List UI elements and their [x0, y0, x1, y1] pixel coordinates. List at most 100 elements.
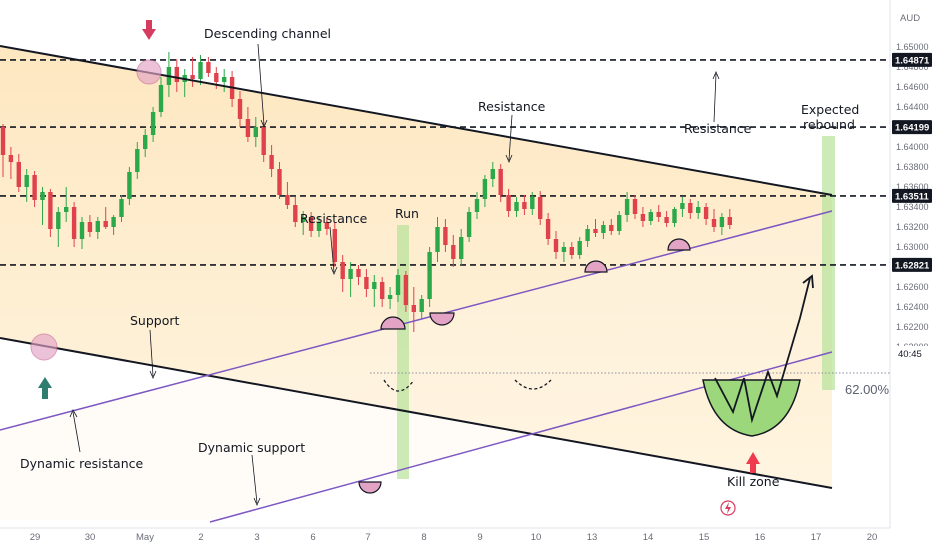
label-dynamic-resistance: Dynamic resistance	[20, 456, 144, 471]
candle-body-10	[79, 222, 85, 239]
candle-body-36	[285, 195, 290, 205]
time-label-3: 2	[198, 532, 203, 543]
candle-body-86	[680, 203, 685, 209]
fib-level-label: 62.00%	[845, 382, 890, 397]
label-dynamic-support: Dynamic support	[198, 440, 305, 455]
price-tick-2: 1.64600	[896, 82, 929, 92]
level-tag-text-3: 1.62821	[895, 260, 930, 271]
level-tag-0	[892, 52, 932, 67]
candle-body-18	[143, 135, 148, 149]
candle-body-72	[569, 247, 574, 255]
time-label-11: 14	[643, 532, 654, 543]
candle-body-45	[356, 269, 361, 277]
time-label-10: 13	[587, 532, 598, 543]
candle-body-22	[174, 67, 179, 82]
label-resistance-3: Resistance	[300, 211, 368, 226]
candle-body-42	[332, 229, 337, 262]
candle-body-20	[158, 85, 164, 112]
candle-body-59	[466, 212, 472, 237]
candle-body-39	[308, 217, 314, 231]
price-tick-3: 1.64400	[896, 102, 929, 112]
candle-body-89	[703, 207, 709, 219]
time-label-15: 20	[867, 532, 878, 543]
time-label-6: 7	[365, 532, 370, 543]
bottom-highlight-circle	[30, 333, 58, 361]
candle-body-34	[269, 155, 274, 169]
current-price-tag: 40:45	[892, 346, 932, 360]
label-resistance-2: Resistance	[684, 121, 752, 136]
candle-body-56	[443, 227, 448, 245]
candle-body-5	[40, 192, 45, 200]
descending-channel-band	[0, 46, 832, 488]
candle-body-69	[545, 219, 551, 239]
candle-body-28	[222, 77, 227, 82]
candle-body-66	[522, 202, 527, 209]
price-tick-0: 1.65000	[896, 42, 929, 52]
candle-body-48	[380, 282, 385, 299]
candle-body-25	[198, 62, 203, 79]
pointer-lines	[69, 43, 720, 507]
time-label-5: 6	[310, 532, 315, 543]
candle-body-80	[632, 199, 638, 214]
candle-body-15	[119, 199, 124, 217]
price-tick-10: 1.62600	[896, 282, 929, 292]
candle-body-32	[253, 127, 258, 137]
projected-path	[714, 277, 811, 424]
time-label-7: 8	[421, 532, 426, 543]
projected-path-arrowhead	[802, 274, 814, 289]
time-label-0: 29	[30, 532, 41, 543]
price-axis	[890, 0, 932, 550]
candle-body-6	[48, 192, 53, 229]
candle-body-92	[727, 217, 732, 225]
candle-body-71	[561, 247, 567, 252]
candle-body-1	[8, 155, 14, 162]
candle-body-55	[435, 227, 440, 252]
time-label-2: May	[136, 532, 154, 543]
candle-body-78	[617, 215, 622, 231]
candle-body-65	[514, 202, 519, 211]
candle-body-24	[190, 75, 195, 79]
kill-zone-up-arrow	[746, 452, 760, 473]
candle-body-85	[672, 209, 677, 223]
candle-body-82	[648, 212, 653, 221]
candle-body-50	[395, 275, 401, 295]
candle-body-38	[301, 217, 306, 222]
candle-body-57	[451, 245, 456, 259]
candle-body-7	[56, 212, 61, 229]
level-tag-text-1: 1.64199	[895, 123, 929, 134]
label-run: Run	[395, 206, 419, 221]
time-label-9: 10	[531, 532, 542, 543]
candle-body-0	[0, 127, 6, 155]
candle-body-43	[340, 262, 345, 279]
candle-body-17	[135, 149, 140, 172]
candle-body-51	[403, 275, 409, 305]
price-tick-8: 1.63200	[896, 222, 929, 232]
ascending-upper-line	[0, 210, 833, 431]
time-label-13: 16	[755, 532, 766, 543]
time-axis: 29 30 May 2 3 6 7 8 9 10 13 14 15 16 17 20	[30, 532, 878, 543]
candle-body-70	[553, 239, 559, 252]
candle-body-12	[95, 221, 100, 232]
candle-body-44	[348, 269, 353, 279]
currency-label: AUD	[900, 13, 920, 24]
level-tag-text-2: 1.63511	[895, 191, 930, 202]
candle-body-63	[498, 169, 503, 195]
price-tick-5: 1.63800	[896, 162, 929, 172]
channel-lower-line	[0, 337, 833, 489]
candle-body-90	[711, 219, 717, 227]
level-tag-3	[892, 257, 932, 272]
candle-body-54	[427, 252, 432, 299]
candle-body-14	[111, 217, 116, 227]
price-tick-4: 1.64000	[896, 142, 929, 152]
down-arrow-marker	[142, 20, 156, 40]
candle-body-88	[696, 207, 701, 213]
price-tick-7: 1.63400	[896, 202, 929, 212]
ascending-channel-band	[0, 211, 832, 520]
candle-body-3	[24, 175, 29, 187]
time-label-1: 30	[85, 532, 96, 543]
candle-body-67	[530, 197, 535, 209]
candle-body-91	[719, 217, 725, 227]
candle-body-60	[474, 199, 480, 212]
level-tag-text-0: 1.64871	[895, 55, 930, 66]
